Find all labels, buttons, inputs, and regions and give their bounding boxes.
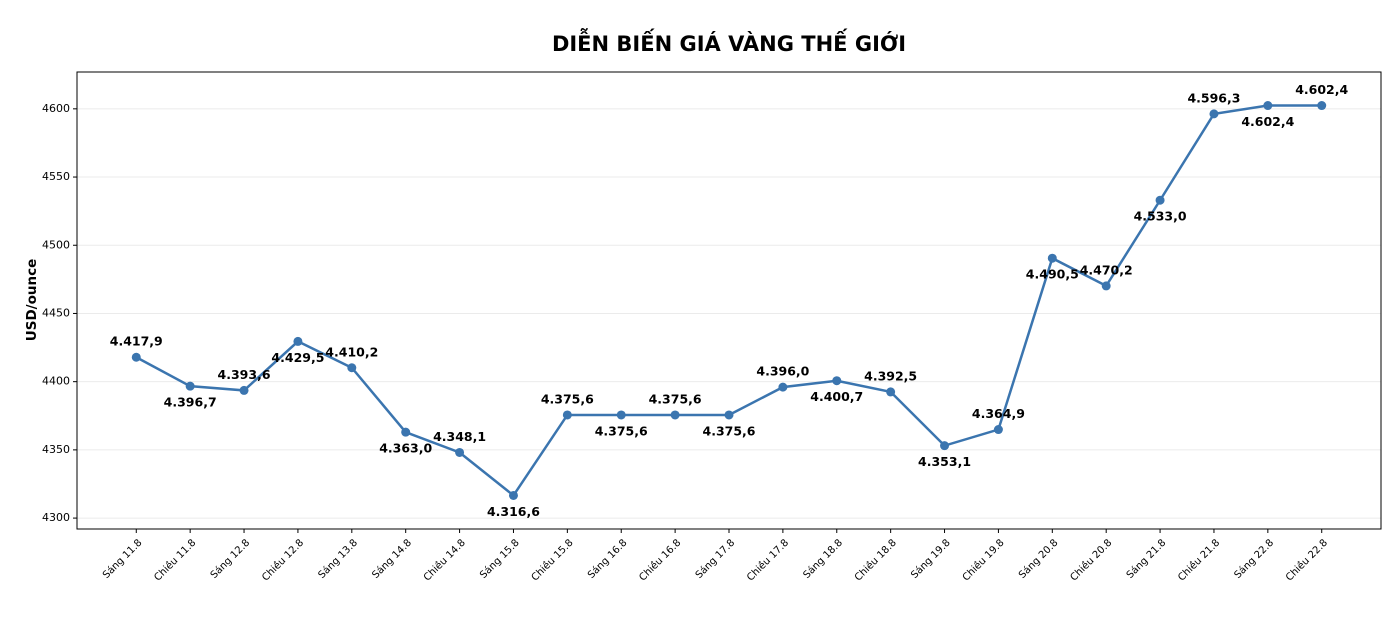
- x-tick-label: Sáng 21.8: [1124, 537, 1168, 581]
- point: [778, 382, 788, 392]
- point: [1209, 109, 1219, 119]
- point: [508, 490, 518, 500]
- value-label: 4.375,6: [649, 391, 702, 406]
- point: [455, 447, 465, 457]
- point: [239, 385, 249, 395]
- value-label: 4.602,4: [1295, 82, 1348, 97]
- x-tick-label: Sáng 19.8: [909, 537, 953, 581]
- y-tick-label: 4350: [42, 443, 70, 456]
- point: [401, 427, 411, 437]
- value-label: 4.396,7: [164, 395, 217, 410]
- point: [724, 410, 734, 420]
- y-tick-label: 4400: [42, 375, 70, 388]
- value-label: 4.400,7: [810, 389, 863, 404]
- point: [347, 363, 357, 373]
- chart-title: DIỄN BIẾN GIÁ VÀNG THẾ GIỚI: [552, 28, 906, 56]
- x-tick-label: Chiều 20.8: [1068, 537, 1115, 584]
- value-label: 4.375,6: [541, 391, 594, 406]
- point: [886, 387, 896, 397]
- y-axis-label: USD/ounce: [24, 259, 40, 341]
- point: [293, 336, 303, 346]
- value-label: 4.375,6: [703, 423, 756, 438]
- y-tick-label: 4550: [42, 170, 70, 183]
- value-label: 4.429,5: [271, 350, 324, 365]
- x-tick-label: Chiều 16.8: [637, 537, 684, 584]
- value-label: 4.533,0: [1134, 209, 1187, 224]
- x-tick-label: Sáng 12.8: [208, 537, 252, 581]
- value-label: 4.316,6: [487, 504, 540, 519]
- y-tick-label: 4600: [42, 102, 70, 115]
- point: [131, 352, 141, 362]
- value-label: 4.396,0: [756, 364, 809, 379]
- y-tick-label: 4450: [42, 306, 70, 319]
- x-tick-label: Chiều 11.8: [152, 537, 199, 584]
- x-tick-label: Chiều 21.8: [1175, 537, 1222, 584]
- x-tick-label: Sáng 13.8: [316, 537, 360, 581]
- value-label: 4.392,5: [864, 368, 917, 383]
- point: [1317, 101, 1327, 111]
- value-label: 4.375,6: [595, 423, 648, 438]
- x-tick-label: Chiều 19.8: [960, 537, 1007, 584]
- value-label: 4.417,9: [110, 334, 163, 349]
- y-tick-label: 4500: [42, 238, 70, 251]
- x-tick-label: Sáng 18.8: [801, 537, 845, 581]
- point: [562, 410, 572, 420]
- x-tick-label: Sáng 16.8: [585, 537, 629, 581]
- point: [940, 441, 950, 451]
- point: [670, 410, 680, 420]
- value-label: 4.602,4: [1241, 114, 1294, 129]
- value-label: 4.410,2: [325, 344, 378, 359]
- value-label: 4.348,1: [433, 429, 486, 444]
- value-label: 4.364,9: [972, 406, 1025, 421]
- value-label: 4.363,0: [379, 441, 432, 456]
- point: [1155, 195, 1165, 205]
- value-label: 4.596,3: [1187, 90, 1240, 105]
- value-label: 4.393,6: [218, 367, 271, 382]
- x-tick-label: Chiều 18.8: [852, 537, 899, 584]
- value-label: 4.353,1: [918, 454, 971, 469]
- y-tick-label: 4300: [42, 511, 70, 524]
- x-tick-label: Chiều 14.8: [421, 537, 468, 584]
- x-tick-label: Chiều 15.8: [529, 537, 576, 584]
- point: [832, 376, 842, 386]
- point: [185, 381, 195, 391]
- x-tick-label: Chiều 12.8: [259, 537, 306, 584]
- x-tick-label: Sáng 22.8: [1232, 537, 1276, 581]
- value-label: 4.490,5: [1026, 267, 1079, 282]
- point: [1101, 281, 1111, 291]
- point: [1047, 253, 1057, 263]
- x-tick-label: Sáng 14.8: [370, 537, 414, 581]
- x-tick-label: Sáng 20.8: [1016, 537, 1060, 581]
- x-tick-label: Chiều 17.8: [744, 537, 791, 584]
- x-tick-label: Chiều 22.8: [1283, 537, 1330, 584]
- x-tick-label: Sáng 15.8: [477, 537, 521, 581]
- x-tick-label: Sáng 17.8: [693, 537, 737, 581]
- plot-frame: [76, 71, 1382, 530]
- point: [993, 425, 1003, 435]
- point: [616, 410, 626, 420]
- x-tick-label: Sáng 11.8: [100, 537, 144, 581]
- point: [1263, 101, 1273, 111]
- value-label: 4.470,2: [1080, 262, 1133, 277]
